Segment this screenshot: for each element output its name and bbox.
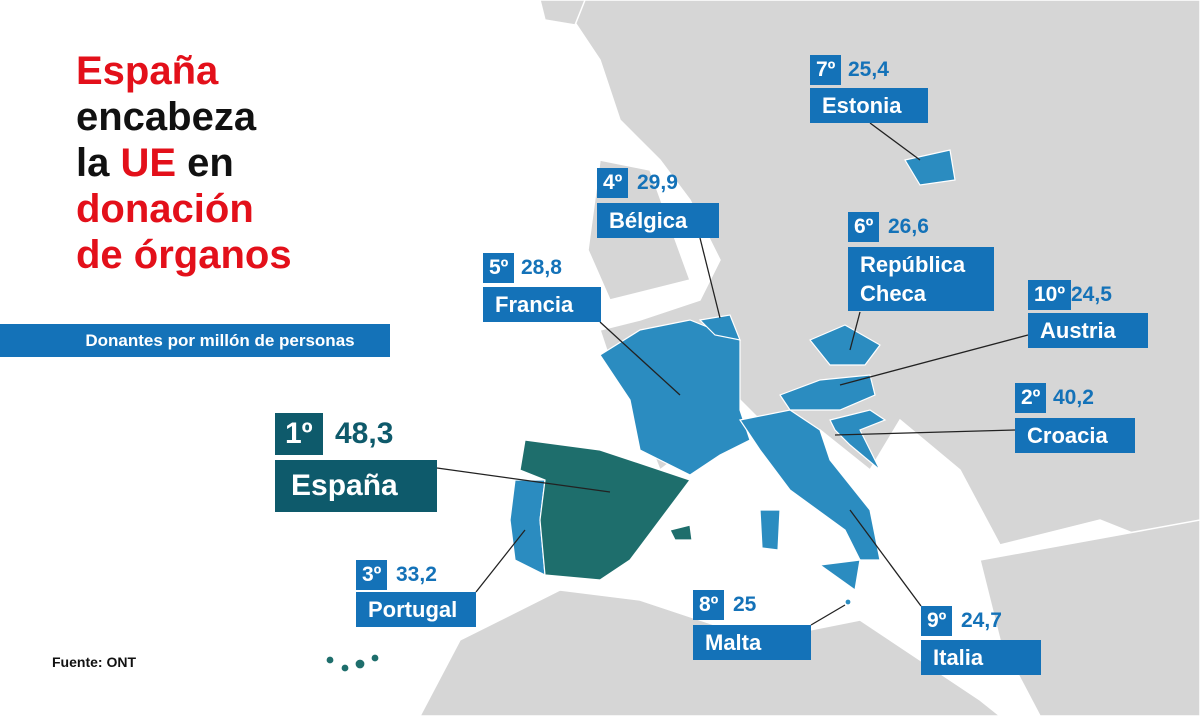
rank: 8º bbox=[693, 590, 725, 620]
highlighted-countries bbox=[509, 149, 956, 606]
title-line: la UE en bbox=[76, 140, 292, 186]
value: 40,2 bbox=[1053, 386, 1094, 409]
leader-line bbox=[810, 604, 846, 626]
leader-line bbox=[849, 509, 922, 607]
title: España encabeza la UE en donación de órganos bbox=[76, 48, 292, 278]
country-name: Italia bbox=[921, 640, 1041, 675]
leader-line bbox=[839, 334, 1029, 386]
title-segment: encabeza bbox=[76, 95, 257, 139]
subtitle: Donantes por millón de personas bbox=[85, 331, 355, 350]
country-name: Malta bbox=[693, 625, 811, 660]
value: 48,3 bbox=[335, 417, 394, 450]
value: 24,7 bbox=[961, 609, 1002, 632]
title-segment: de órganos bbox=[76, 233, 292, 277]
rank: 4º bbox=[597, 168, 629, 198]
leader-line bbox=[834, 429, 1016, 436]
rank: 6º bbox=[848, 212, 880, 242]
subtitle-bar: Donantes por millón de personas bbox=[0, 324, 390, 357]
rank: 1º bbox=[275, 413, 323, 455]
title-segment: UE bbox=[120, 141, 177, 185]
leader-line bbox=[699, 237, 721, 319]
value: 33,2 bbox=[396, 563, 437, 586]
value: 25,4 bbox=[848, 58, 889, 81]
country-name: Estonia bbox=[810, 88, 928, 123]
leader-line bbox=[475, 529, 526, 593]
country-name: Francia bbox=[483, 287, 601, 322]
rank: 5º bbox=[483, 253, 515, 283]
source: Fuente: ONT bbox=[52, 654, 136, 670]
rank: 7º bbox=[810, 55, 842, 85]
value: 24,5 bbox=[1071, 283, 1112, 306]
title-segment: España bbox=[76, 49, 219, 93]
spain bbox=[325, 439, 693, 673]
rank: 9º bbox=[921, 606, 953, 636]
rank: 3º bbox=[356, 560, 388, 590]
leader-lines bbox=[436, 122, 1029, 626]
country-name: Bélgica bbox=[597, 203, 719, 238]
title-segment: donación bbox=[76, 187, 254, 231]
country-name: Croacia bbox=[1015, 418, 1135, 453]
title-segment: la bbox=[76, 141, 121, 185]
country-name: Austria bbox=[1028, 313, 1148, 348]
title-line: España bbox=[76, 48, 292, 94]
title-line: encabeza bbox=[76, 94, 292, 140]
value: 29,9 bbox=[637, 171, 678, 194]
title-segment: en bbox=[176, 141, 234, 185]
rank: 10º bbox=[1028, 280, 1072, 310]
country-name: Portugal bbox=[356, 592, 476, 627]
value: 25 bbox=[733, 593, 757, 616]
leader-line bbox=[849, 311, 861, 351]
value: 26,6 bbox=[888, 215, 929, 238]
title-line: de órganos bbox=[76, 232, 292, 278]
leader-line bbox=[436, 467, 611, 493]
title-line: donación bbox=[76, 186, 292, 232]
country-name: España bbox=[275, 460, 437, 512]
leader-line bbox=[599, 321, 681, 396]
rank: 2º bbox=[1015, 383, 1047, 413]
value: 28,8 bbox=[521, 256, 562, 279]
leader-line bbox=[869, 122, 921, 161]
country-name: República Checa bbox=[848, 247, 994, 311]
